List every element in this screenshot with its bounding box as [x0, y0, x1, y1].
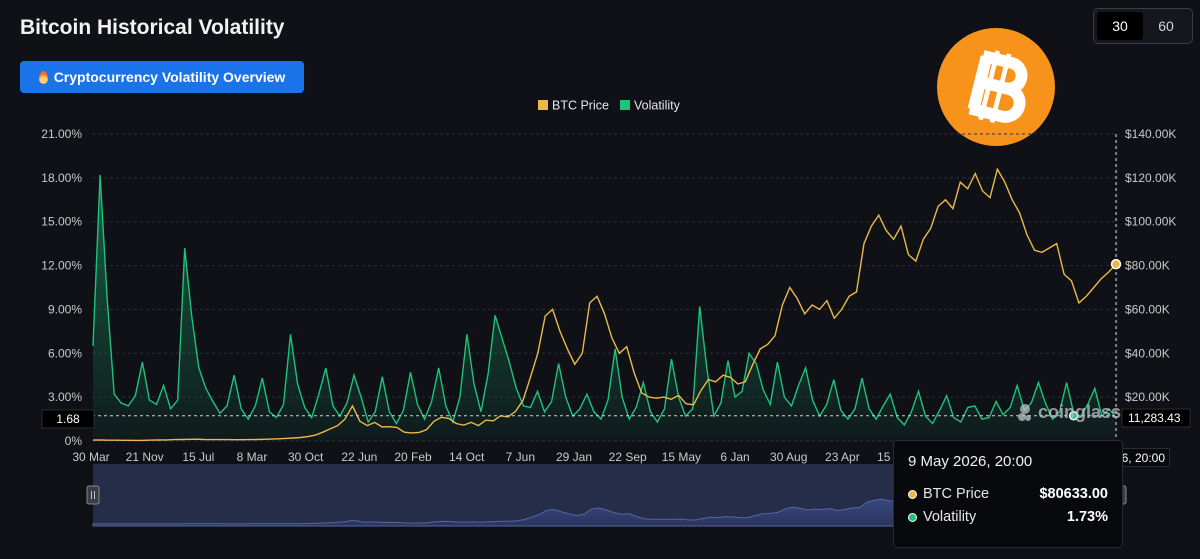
- y-left-tick-label: 18.00%: [41, 171, 82, 185]
- x-tick-label: 30 Oct: [288, 450, 324, 464]
- tooltip-dot-volatility: [908, 512, 917, 522]
- legend-label-volatility: Volatility: [634, 99, 681, 113]
- bitcoin-logo-icon: [937, 28, 1055, 146]
- volatility-overview-button[interactable]: Cryptocurrency Volatility Overview: [20, 61, 304, 93]
- y-left-tick-label: 12.00%: [41, 259, 82, 273]
- x-tick-label: 15 Jul: [182, 450, 214, 464]
- page-title: Bitcoin Historical Volatility: [20, 16, 285, 39]
- y-left-tick-label: 0%: [65, 434, 83, 448]
- y-left-tick-label: 3.00%: [48, 390, 82, 404]
- x-tick-label: 23 Apr: [825, 450, 860, 464]
- x-tick-label: 30 Aug: [770, 450, 807, 464]
- chart-legend: BTC Price Volatility: [538, 99, 681, 113]
- y-right-tick-label: $100.00K: [1125, 215, 1176, 229]
- volatility-overview-label: Cryptocurrency Volatility Overview: [53, 69, 286, 85]
- period-toggle: 30 60: [1093, 8, 1193, 44]
- x-tick-label: 15 May: [662, 450, 701, 464]
- flame-icon: [38, 70, 48, 84]
- y-right-tick-label: $120.00K: [1125, 171, 1176, 185]
- x-tick-label: 20 Feb: [394, 450, 432, 464]
- tooltip-date: 9 May 2026, 20:00: [908, 453, 1033, 470]
- volatility-series-line: [92, 174, 1117, 427]
- coinglass-logo-icon: [1018, 403, 1031, 421]
- legend-label-btc-price: BTC Price: [552, 99, 609, 113]
- period-30-button[interactable]: 30: [1097, 12, 1143, 40]
- crosshair-left-flag: 1.68: [41, 409, 95, 429]
- tooltip-value-btc-price: $80633.00: [1039, 486, 1108, 502]
- y-left-tick-label: 21.00%: [41, 127, 82, 141]
- x-tick-label: 21 Nov: [126, 450, 164, 464]
- y-right-tick-label: $20.00K: [1125, 390, 1170, 404]
- y-left-tick-label: 9.00%: [48, 302, 82, 316]
- y-left-tick-label: 6.00%: [48, 346, 82, 360]
- x-tick-label: 30 Mar: [72, 450, 109, 464]
- volatility-crosshair-marker: [1068, 410, 1079, 421]
- tooltip-row-volatility: Volatility 1.73%: [908, 509, 1108, 525]
- tooltip-row-btc-price: BTC Price $80633.00: [908, 486, 1108, 502]
- navigator-left-handle[interactable]: [86, 485, 100, 505]
- btc-price-crosshair-marker: [1110, 258, 1122, 270]
- legend-swatch-volatility: [620, 100, 630, 110]
- watermark-text: coinglass: [1038, 402, 1122, 422]
- crosshair-right-label: 11,283.43: [1128, 411, 1181, 425]
- tooltip-label-btc-price: BTC Price: [923, 486, 990, 502]
- tooltip-dot-btc-price: [908, 489, 917, 499]
- tooltip-value-volatility: 1.73%: [1066, 509, 1108, 525]
- tooltip-label-volatility: Volatility: [923, 509, 977, 525]
- y-right-tick-label: $60.00K: [1125, 302, 1170, 316]
- x-tick-label: 6 Jan: [720, 450, 749, 464]
- legend-swatch-btc-price: [538, 100, 548, 110]
- x-tick-label: 22 Sep: [609, 450, 647, 464]
- crosshair-left-label: 1.68: [56, 412, 80, 426]
- crosshair-right-flag: 11,283.43: [1121, 408, 1191, 428]
- y-right-tick-label: $140.00K: [1125, 127, 1176, 141]
- y-right-tick-label: $40.00K: [1125, 346, 1170, 360]
- x-tick-label: 22 Jun: [341, 450, 377, 464]
- y-right-tick-label: $80.00K: [1125, 259, 1170, 273]
- chart-tooltip: 9 May 2026, 20:00 BTC Price $80633.00 Vo…: [893, 440, 1123, 548]
- btc-price-series-line: [92, 167, 1117, 442]
- x-tick-label: 7 Jun: [506, 450, 535, 464]
- x-tick-label: 29 Jan: [556, 450, 592, 464]
- x-tick-label: 14 Oct: [449, 450, 485, 464]
- volatility-area: [93, 174, 1116, 441]
- coinglass-watermark: coinglass: [1016, 402, 1121, 423]
- x-tick-label: 8 Mar: [237, 450, 268, 464]
- period-60-button[interactable]: 60: [1143, 12, 1189, 40]
- y-left-tick-label: 15.00%: [41, 215, 82, 229]
